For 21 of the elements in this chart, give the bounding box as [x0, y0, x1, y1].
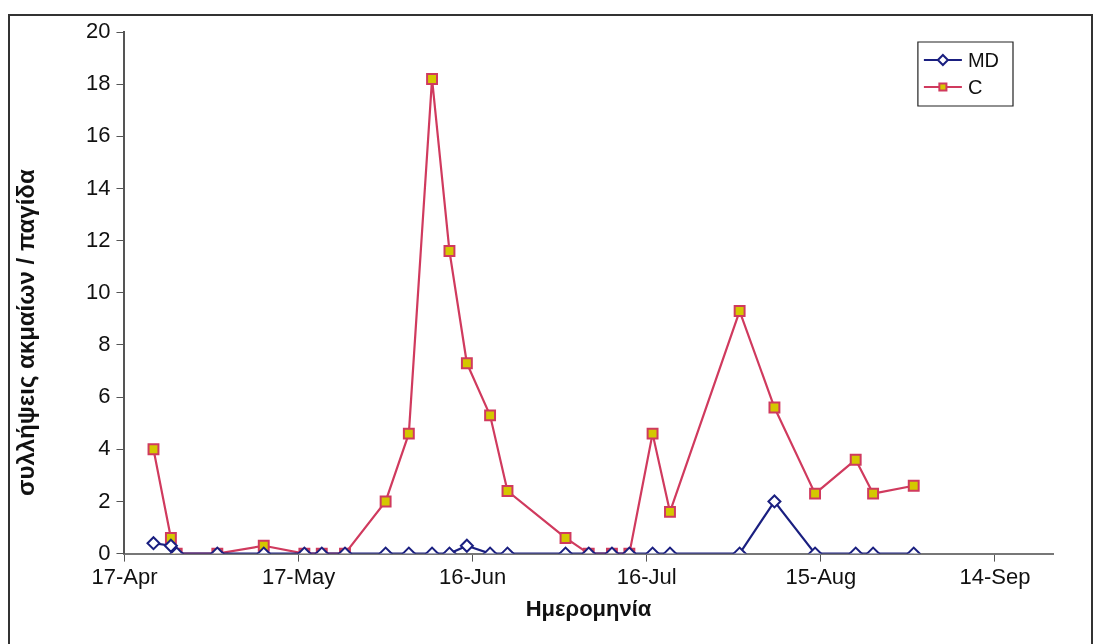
- x-tick-label: 17-May: [261, 563, 336, 589]
- x-tick-label: 17-Apr: [91, 563, 158, 589]
- x-tick-label: 16-Jun: [439, 563, 507, 589]
- y-tick-label: 4: [98, 435, 111, 461]
- y-tick-label: 6: [98, 383, 111, 409]
- y-tick-label: 12: [85, 226, 111, 252]
- y-tick-label: 14: [85, 174, 111, 200]
- y-tick-label: 10: [85, 278, 111, 304]
- y-axis-title: συλλήψεις ακμαίων / παγίδα: [12, 169, 40, 497]
- y-tick-label: 18: [85, 70, 111, 96]
- y-tick-label: 0: [98, 539, 111, 565]
- legend-label: MD: [967, 48, 1000, 71]
- x-axis-title: Ημερομηνία: [525, 595, 652, 622]
- x-tick-label: 15-Aug: [785, 563, 857, 589]
- y-tick-label: 16: [85, 122, 111, 148]
- y-tick-label: 2: [98, 487, 111, 513]
- y-tick-label: 8: [98, 331, 111, 357]
- y-tick-label: 20: [85, 18, 111, 44]
- x-tick-label: 14-Sep: [959, 563, 1031, 589]
- x-tick-label: 16-Jul: [616, 563, 677, 589]
- legend-label: C: [967, 75, 983, 98]
